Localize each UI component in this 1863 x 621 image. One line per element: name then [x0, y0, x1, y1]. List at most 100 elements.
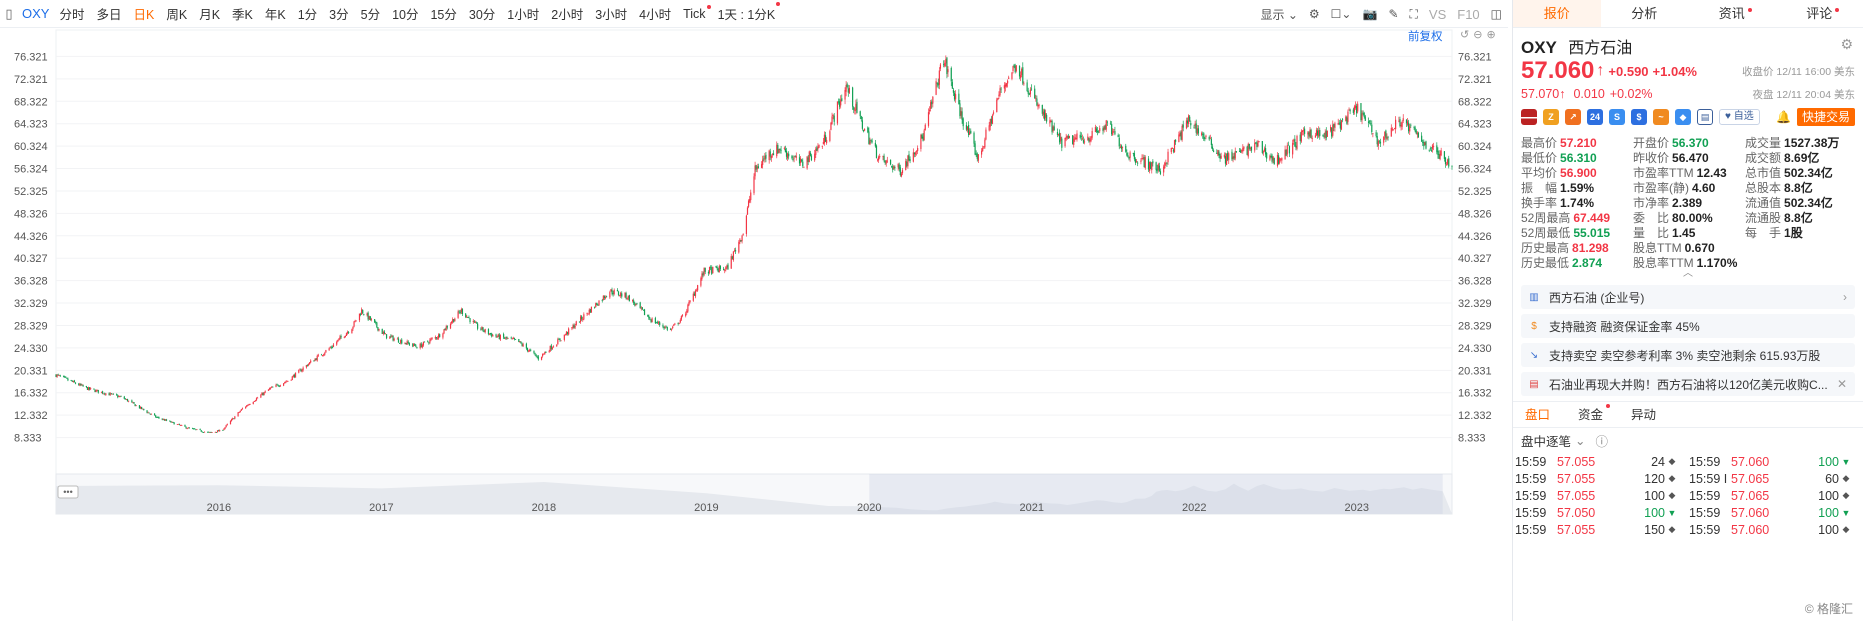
draw-icon[interactable]: ✎ — [1388, 7, 1399, 21]
display-menu[interactable]: 显示 ⌄ — [1260, 7, 1298, 22]
watchlist-button[interactable]: ♥ 自选 — [1719, 109, 1760, 125]
candle-body — [840, 99, 842, 106]
sidebar-toggle-icon[interactable]: ▯ — [5, 5, 13, 21]
price-chart[interactable]: 76.321 72.321 68.322 64.323 60.324 56.324 52.3… — [0, 28, 1508, 588]
ticker-dropdown-icon[interactable]: ⌄ — [1575, 434, 1586, 448]
timeframe-7[interactable]: 1分 — [297, 8, 318, 22]
info-row[interactable]: $ 支持融资 融资保证金率 45% — [1521, 314, 1855, 338]
timeframe-10[interactable]: 10分 — [392, 8, 419, 22]
candle-body — [78, 383, 80, 386]
gear-icon[interactable]: ⚙ — [1840, 36, 1853, 52]
timeframe-12[interactable]: 30分 — [468, 8, 496, 22]
tag-icon[interactable]: ◆ — [1675, 109, 1691, 125]
info-row[interactable]: ▥ 西方石油 (企业号) › — [1521, 285, 1855, 309]
candle-body — [871, 140, 873, 142]
timeframe-0[interactable]: 分时 — [59, 8, 85, 22]
candle-body — [481, 326, 483, 330]
candle-body — [352, 326, 354, 330]
candlestick-chart-svg[interactable]: 76.321 72.321 68.322 64.323 60.324 56.324 52.3… — [0, 28, 1508, 588]
timeframe-3[interactable]: 周K — [166, 8, 188, 22]
zoom-out-icon[interactable]: ⊖ — [1473, 29, 1487, 41]
undo-icon[interactable]: ↺ — [1460, 29, 1474, 41]
candle-body — [867, 127, 869, 133]
timeframe-6[interactable]: 年K — [264, 8, 286, 22]
panel-tab-0[interactable]: 报价 — [1513, 0, 1601, 27]
more-icon[interactable]: ••• — [63, 487, 72, 497]
timeframe-15[interactable]: 3小时 — [595, 8, 628, 22]
candle-body — [876, 159, 879, 161]
candle-body — [232, 418, 234, 420]
note-icon[interactable]: ▤ — [1697, 109, 1713, 125]
timeframe-4[interactable]: 月K — [199, 8, 221, 22]
candle-body — [325, 350, 327, 353]
candle-body — [472, 320, 474, 322]
candle-body — [685, 313, 687, 316]
vs-button[interactable]: VS — [1428, 6, 1447, 22]
timeframe-5[interactable]: 季K — [232, 8, 253, 22]
options-icon[interactable]: $ — [1631, 109, 1647, 125]
y-tick-label-right: 8.333 — [1458, 433, 1486, 445]
f10-button[interactable]: F10 — [1457, 6, 1480, 22]
candle-body — [358, 313, 361, 321]
candle-body — [883, 155, 885, 161]
navigator-window[interactable] — [869, 474, 1443, 514]
bottom-tab-2[interactable]: 异动 — [1631, 408, 1657, 422]
ticker-title[interactable]: 盘中逐笔 — [1521, 435, 1572, 449]
timeframe-18[interactable]: 1天 : 1分K — [718, 2, 780, 23]
candle-body — [870, 139, 872, 141]
close-icon[interactable]: ✕ — [1836, 377, 1847, 391]
timeframe-8[interactable]: 3分 — [329, 8, 349, 22]
candle-body — [1270, 156, 1272, 157]
navigator-handle[interactable] — [57, 485, 79, 499]
camera-icon[interactable]: 📷 — [1362, 7, 1378, 21]
candle-body — [1053, 126, 1055, 131]
candle-body — [1127, 155, 1129, 157]
margin-icon[interactable]: S — [1609, 109, 1625, 125]
settings-icon[interactable]: ⚙ — [1308, 7, 1320, 21]
timeframe-11[interactable]: 15分 — [430, 8, 457, 22]
symbol-label[interactable]: OXY — [22, 6, 50, 21]
timeframe-14[interactable]: 2小时 — [551, 8, 584, 22]
bottom-tab-1[interactable]: 资金 — [1578, 404, 1611, 423]
info-icon[interactable]: ⓘ — [1595, 435, 1609, 449]
price-row: 57.060 ↑ +0.590 +1.04% 收盘价 12/11 16:00 美… — [1513, 57, 1863, 84]
candle-body — [1422, 141, 1424, 143]
24h-icon[interactable]: 24 — [1587, 109, 1603, 125]
timeframe-1[interactable]: 多日 — [96, 8, 122, 22]
panel-tab-1[interactable]: 分析 — [1631, 6, 1658, 21]
bottom-tab-0[interactable]: 盘口 — [1525, 408, 1551, 422]
info-row[interactable]: ▤ 石油业再现大并购！西方石油将以120亿美元收购C... ✕ — [1521, 372, 1855, 396]
layout-icon[interactable]: ☐⌄ — [1330, 7, 1352, 21]
collapse-caret-icon[interactable]: ︿ — [1683, 268, 1693, 279]
after-change: 0.010 — [1573, 87, 1605, 101]
fullscreen-icon[interactable]: ⛶ — [1409, 6, 1418, 21]
timeframe-16[interactable]: 4小时 — [639, 8, 672, 22]
chevron-right-icon[interactable]: › — [1843, 290, 1847, 304]
quick-trade-button[interactable]: 快捷交易 — [1796, 108, 1855, 126]
trend-icon[interactable]: ~ — [1653, 109, 1669, 125]
chart-badge-icon[interactable]: ↗ — [1565, 109, 1581, 125]
candle-body — [458, 311, 460, 313]
bell-icon[interactable]: 🔔 — [1776, 110, 1791, 124]
panel-tab-3[interactable]: 评论 — [1776, 0, 1863, 27]
zhitou-icon[interactable]: Z — [1543, 109, 1559, 125]
panel-tab-2[interactable]: 资讯 — [1688, 0, 1776, 27]
collapse-panel-icon[interactable]: ◫ — [1490, 7, 1502, 21]
candle-body — [1402, 118, 1404, 121]
stat-value: 1.45 — [1672, 226, 1696, 240]
zoom-in-icon[interactable]: ⊕ — [1486, 29, 1500, 41]
info-row[interactable]: ↘ 支持卖空 卖空参考利率 3% 卖空池剩余 615.93万股 — [1521, 343, 1855, 367]
quote-panel: 报价 分析 资讯 评论 OXY 西方石油 ⚙ 57.060 ↑ +0.590 +1.0… — [1512, 0, 1863, 621]
candle-body — [1302, 130, 1305, 132]
timeframe-2[interactable]: 日K — [133, 8, 155, 22]
candle-body — [1257, 141, 1259, 147]
timeframe-17[interactable]: Tick — [683, 4, 712, 21]
candle-body — [459, 312, 461, 313]
candle-body — [1217, 150, 1219, 156]
timeframe-13[interactable]: 1小时 — [507, 8, 540, 22]
y-tick-label-right: 76.321 — [1458, 51, 1492, 63]
adjust-button[interactable]: 前复权 — [1408, 31, 1443, 43]
candle-body — [771, 154, 774, 156]
candle-body — [678, 322, 680, 324]
timeframe-9[interactable]: 5分 — [360, 8, 381, 22]
